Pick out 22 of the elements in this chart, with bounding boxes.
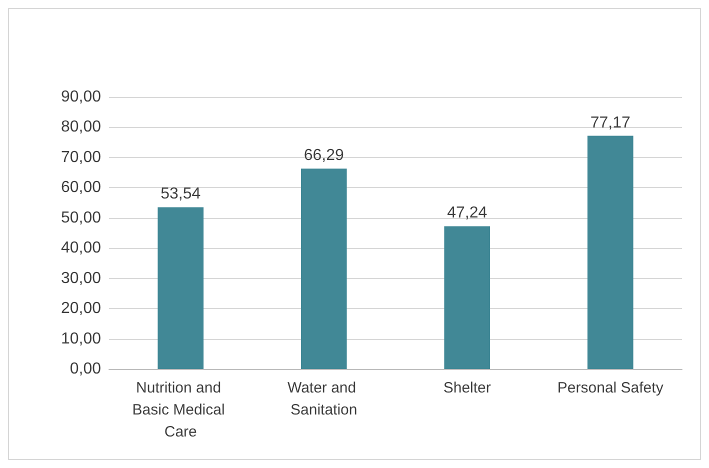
y-tick-label: 40,00 [60,240,102,257]
y-tick-label: 70,00 [60,148,102,166]
y-tick-label: 50,00 [60,209,102,226]
y-tick-label: 80,00 [60,118,102,136]
bar [158,207,204,369]
y-tick-label: 20,00 [60,300,102,318]
x-tick-label: Water and Sanitation [287,380,360,418]
x-tick-label: Nutrition and Basic Medical Care [132,380,229,440]
y-tick-label: 90,00 [60,88,102,106]
x-tick-label: Shelter [443,380,491,396]
data-label: 53,54 [160,186,201,203]
data-label: 47,24 [447,204,488,222]
y-tick-label: 30,00 [60,270,102,287]
y-tick-label: 0,00 [70,360,102,378]
bar [444,226,490,369]
bar [587,136,634,369]
y-tick-label: 60,00 [60,179,102,196]
y-tick-label: 10,00 [60,330,102,348]
data-label: 66,29 [304,147,344,164]
bar [300,168,347,369]
x-tick-label: Personal Safety [557,380,664,396]
data-label: 77,17 [590,114,630,132]
